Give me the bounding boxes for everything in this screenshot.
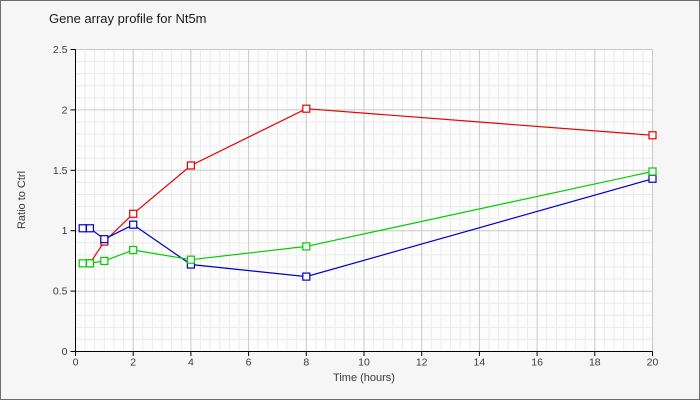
series-blue-marker xyxy=(648,174,657,183)
series-red-marker xyxy=(648,131,657,140)
x-tick-label: 12 xyxy=(416,357,428,369)
x-tick-label: 6 xyxy=(246,357,252,369)
x-tick-label: 4 xyxy=(188,357,194,369)
series-blue-marker xyxy=(302,272,311,281)
x-tick-label: 8 xyxy=(303,357,309,369)
series-blue-marker xyxy=(100,235,109,244)
y-tick-label: 2 xyxy=(62,104,68,116)
x-tick-label: 16 xyxy=(531,357,543,369)
x-tick-label: 10 xyxy=(358,357,370,369)
series-blue-marker xyxy=(129,220,138,229)
x-axis-title: Time (hours) xyxy=(333,372,395,384)
y-tick-label: 0.5 xyxy=(53,286,68,298)
series-green-marker xyxy=(100,256,109,265)
series-red-marker xyxy=(129,209,138,218)
series-red-marker xyxy=(302,104,311,113)
y-tick-label: 1.5 xyxy=(53,165,68,177)
series-green-marker xyxy=(186,255,195,264)
series-red-marker xyxy=(186,161,195,170)
series-green-marker xyxy=(302,242,311,251)
x-tick-label: 0 xyxy=(73,357,79,369)
series-green-marker xyxy=(78,259,87,268)
y-tick-label: 1 xyxy=(62,225,68,237)
x-tick-label: 18 xyxy=(589,357,601,369)
x-tick-label: 2 xyxy=(130,357,136,369)
series-green-marker xyxy=(648,167,657,176)
y-tick-label: 2.5 xyxy=(53,44,68,56)
series-blue-marker xyxy=(85,224,95,233)
x-tick-label: 14 xyxy=(474,357,486,369)
series-green-marker xyxy=(129,245,138,255)
series-blue-marker xyxy=(78,224,87,233)
x-tick-label: 20 xyxy=(647,357,659,369)
chart-title: Gene array profile for Nt5m xyxy=(49,11,207,26)
series-green-marker xyxy=(85,259,95,268)
y-tick-label: 0 xyxy=(62,346,68,358)
